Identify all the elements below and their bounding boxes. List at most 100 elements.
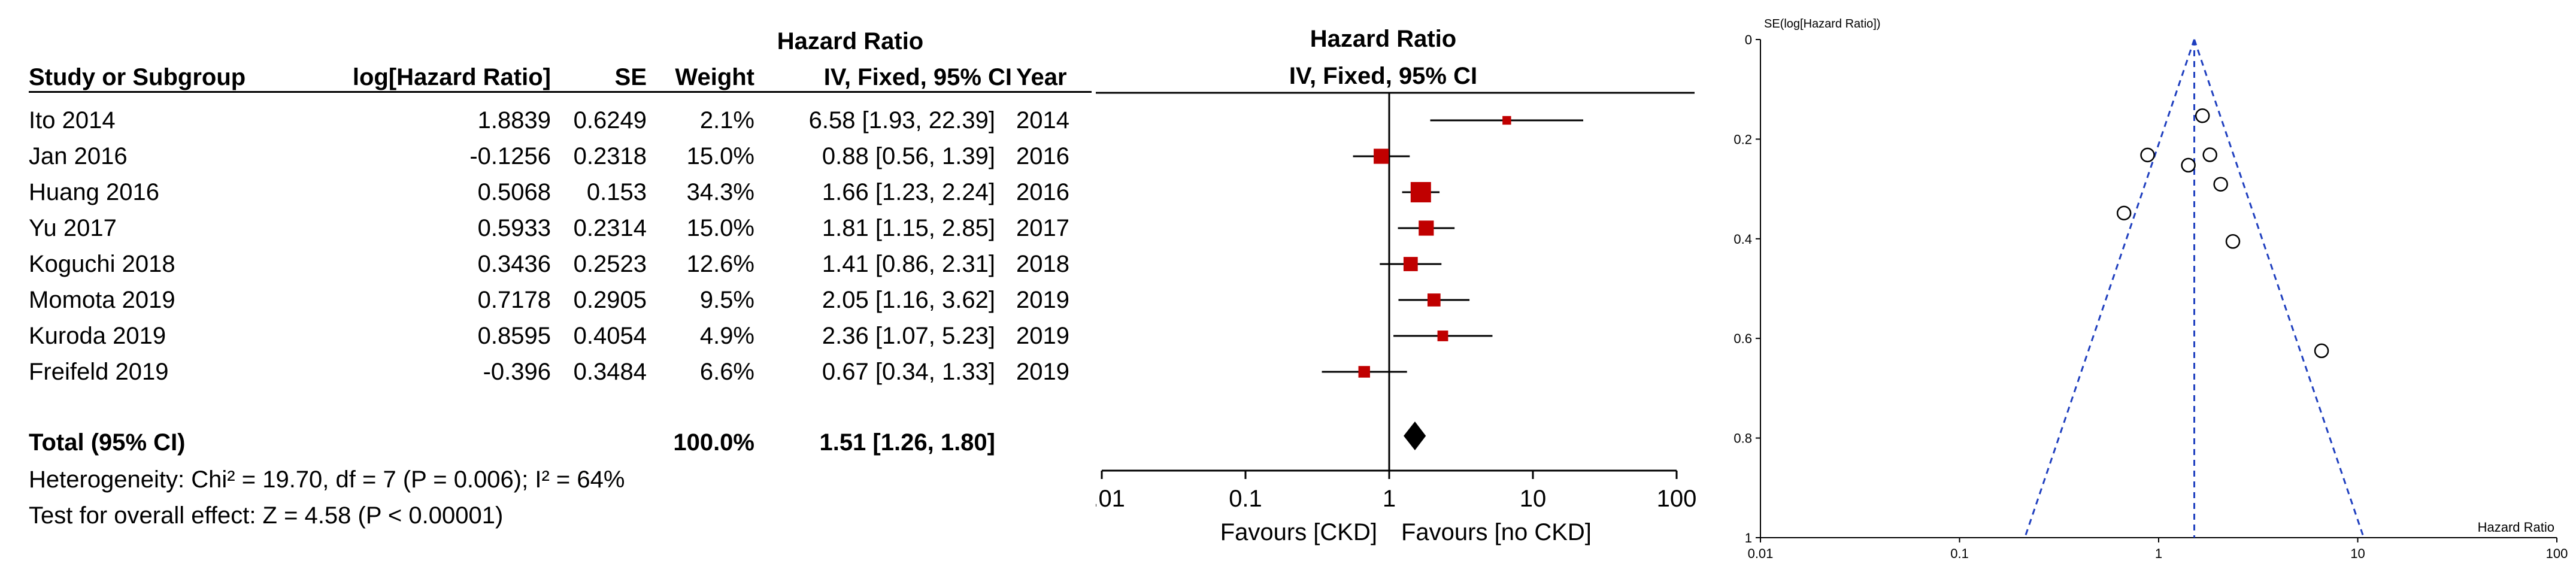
hr-group-header: Hazard Ratio [777, 28, 924, 54]
cell-loghr: 0.7178 [477, 287, 551, 313]
col-header-study: Study or Subgroup [29, 64, 246, 90]
forest-x-tick-label: 100 [1657, 486, 1697, 512]
cell-year: 2018 [1016, 251, 1069, 277]
cell-loghr: -0.1256 [469, 143, 551, 169]
cell-study: Kuroda 2019 [29, 323, 166, 349]
total-ci: 1.51 [1.26, 1.80] [819, 429, 995, 456]
cell-ci: 2.05 [1.16, 3.62] [822, 287, 995, 313]
total-weight: 100.0% [673, 429, 754, 456]
funnel-x-axis-label: Hazard Ratio [2478, 520, 2554, 535]
funnel-y-tick-label: 0.6 [1734, 331, 1752, 346]
cell-se: 0.2905 [573, 287, 647, 313]
funnel-point [2116, 205, 2132, 221]
cell-se: 0.2523 [573, 251, 647, 277]
forest-x-tick-label: 0.01 [1096, 486, 1125, 512]
cell-loghr: -0.396 [483, 359, 551, 385]
funnel-x-tick-label: 100 [2546, 546, 2568, 561]
funnel-x-tick-label: 0.01 [1748, 546, 1774, 561]
cell-year: 2016 [1016, 179, 1069, 205]
total-label: Total (95% CI) [29, 429, 186, 456]
cell-se: 0.153 [586, 179, 647, 205]
study-marker [1419, 220, 1434, 236]
funnel-plot: SE(log[Hazard Ratio]) Hazard Ratio 0 0.2 0.4… [1734, 17, 2568, 561]
cell-ci: 1.81 [1.15, 2.85] [822, 215, 995, 241]
study-marker [1437, 331, 1448, 341]
cell-loghr: 0.8595 [477, 323, 551, 349]
funnel-y-tick-label: 0 [1745, 32, 1752, 47]
cell-year: 2014 [1016, 107, 1069, 134]
cell-study: Yu 2017 [29, 215, 117, 241]
cell-ci: 1.66 [1.23, 2.24] [822, 179, 995, 205]
cell-year: 2019 [1016, 287, 1069, 313]
cell-se: 0.6249 [573, 107, 647, 134]
favours-left-label: Favours [CKD] [1220, 519, 1377, 545]
cell-se: 0.3484 [573, 359, 647, 385]
favours-right-label: Favours [no CKD] [1401, 519, 1592, 545]
cell-study: Jan 2016 [29, 143, 128, 169]
funnel-y-tick-label: 0.2 [1734, 132, 1752, 147]
cell-weight: 12.6% [686, 251, 754, 277]
cell-ci: 0.67 [0.34, 1.33] [822, 359, 995, 385]
forest-table: Hazard Ratio Study or Subgroup log[Hazar… [0, 0, 1096, 573]
forest-x-tick-label: 0.1 [1229, 486, 1262, 512]
cell-weight: 15.0% [686, 143, 754, 169]
cell-loghr: 0.5068 [477, 179, 551, 205]
cell-year: 2017 [1016, 215, 1069, 241]
cell-weight: 9.5% [699, 287, 754, 313]
funnel-point [2140, 147, 2155, 163]
pooled-diamond [1404, 422, 1426, 450]
study-marker [1358, 366, 1370, 378]
col-header-ci: IV, Fixed, 95% CI [823, 64, 1012, 90]
col-header-se: SE [614, 64, 647, 90]
col-header-loghr: log[Hazard Ratio] [352, 64, 551, 90]
cell-weight: 2.1% [699, 107, 754, 134]
funnel-right-limit [2193, 39, 2365, 538]
cell-year: 2019 [1016, 323, 1069, 349]
funnel-y-tick-label: 0.4 [1734, 232, 1752, 247]
cell-study: Ito 2014 [29, 107, 116, 134]
cell-se: 0.4054 [573, 323, 647, 349]
funnel-x-tick-label: 10 [2350, 546, 2365, 561]
funnel-point [2195, 108, 2210, 123]
funnel-y-axis-label: SE(log[Hazard Ratio]) [1764, 17, 1881, 31]
forest-x-tick-label: 1 [1383, 486, 1396, 512]
cell-ci: 0.88 [0.56, 1.39] [822, 143, 995, 169]
cell-year: 2019 [1016, 359, 1069, 385]
cell-study: Freifeld 2019 [29, 359, 169, 385]
cell-study: Koguchi 2018 [29, 251, 175, 277]
cell-loghr: 0.3436 [477, 251, 551, 277]
cell-study: Momota 2019 [29, 287, 175, 313]
funnel-point [2225, 234, 2241, 249]
forest-plot: Hazard Ratio IV, Fixed, 95% CI 0.01 0.1 1 10 1… [1096, 26, 1697, 545]
forest-title: Hazard Ratio [1310, 26, 1457, 52]
forest-x-tick-label: 10 [1520, 486, 1547, 512]
col-header-year: Year [1016, 64, 1067, 90]
funnel-point [2213, 177, 2228, 192]
funnel-left-limit [2024, 39, 2195, 538]
study-marker [1502, 116, 1511, 125]
cell-weight: 34.3% [686, 179, 754, 205]
heterogeneity-text: Heterogeneity: Chi² = 19.70, df = 7 (P =… [29, 466, 625, 493]
cell-weight: 15.0% [686, 215, 754, 241]
funnel-point [2181, 157, 2196, 173]
funnel-point [2202, 147, 2217, 162]
funnel-x-tick-label: 1 [2155, 546, 2162, 561]
cell-ci: 1.41 [0.86, 2.31] [822, 251, 995, 277]
cell-ci: 2.36 [1.07, 5.23] [822, 323, 995, 349]
study-marker [1427, 293, 1441, 307]
funnel-point [2314, 343, 2329, 359]
study-marker [1403, 257, 1418, 271]
overall-effect-text: Test for overall effect: Z = 4.58 (P < 0… [29, 502, 504, 529]
header-rule [29, 91, 1092, 93]
cell-loghr: 0.5933 [477, 215, 551, 241]
cell-se: 0.2318 [573, 143, 647, 169]
cell-study: Huang 2016 [29, 179, 159, 205]
study-marker [1410, 182, 1431, 202]
cell-year: 2016 [1016, 143, 1069, 169]
funnel-x-tick-label: 0.1 [1950, 546, 1969, 561]
cell-weight: 4.9% [699, 323, 754, 349]
cell-se: 0.2314 [573, 215, 647, 241]
cell-loghr: 1.8839 [477, 107, 551, 134]
cell-ci: 6.58 [1.93, 22.39] [808, 107, 995, 134]
col-header-weight: Weight [675, 64, 754, 90]
